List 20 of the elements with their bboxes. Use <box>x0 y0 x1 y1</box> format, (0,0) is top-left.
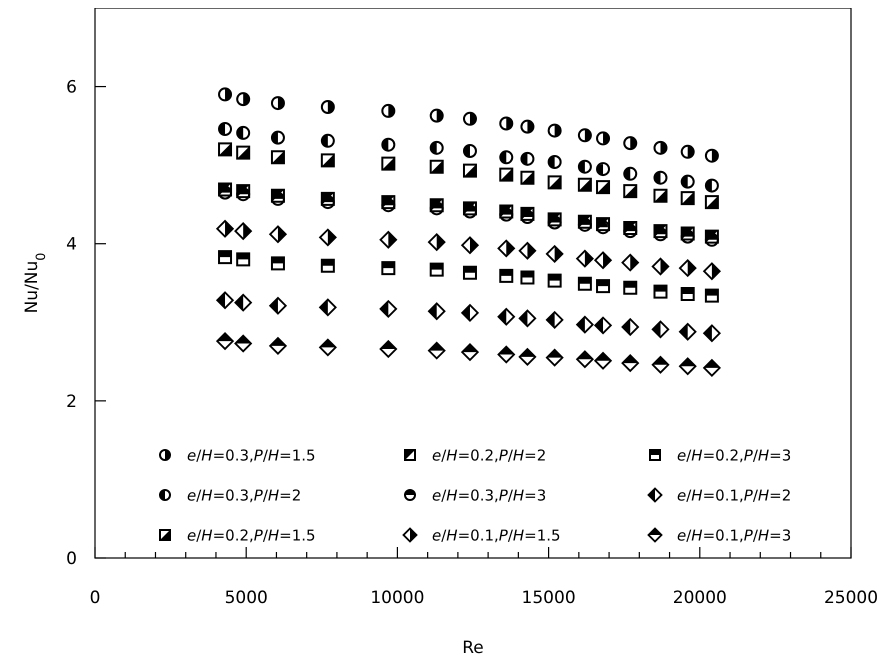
x-tick-label: 5000 <box>224 588 268 608</box>
legend-label: e/H=0.2,P/H=2 <box>432 446 546 464</box>
y-tick-label: 6 <box>66 78 77 98</box>
x-tick-label: 0 <box>90 588 100 608</box>
legend-label: e/H=0.1,P/H=2 <box>677 486 792 504</box>
legend-label: e/H=0.1,P/H=1.5 <box>432 526 561 544</box>
x-tick-label: 25000 <box>824 588 878 608</box>
legend-label: e/H=0.3,P/H=3 <box>432 486 546 504</box>
legend-label: e/H=0.3,P/H=1.5 <box>187 446 316 464</box>
legend-label: e/H=0.2,P/H=3 <box>677 446 792 464</box>
x-axis-title: Re <box>462 638 484 658</box>
legend-label: e/H=0.2,P/H=1.5 <box>187 526 316 544</box>
y-tick-label: 0 <box>66 548 77 569</box>
y-tick-label: 4 <box>66 234 77 255</box>
legend-label: e/H=0.3,P/H=2 <box>187 486 302 504</box>
x-tick-label: 15000 <box>522 588 576 608</box>
x-tick-label: 20000 <box>672 588 727 608</box>
y-tick-label: 2 <box>66 392 77 412</box>
x-tick-label: 10000 <box>370 588 424 608</box>
legend-label: e/H=0.1,P/H=3 <box>677 526 792 544</box>
